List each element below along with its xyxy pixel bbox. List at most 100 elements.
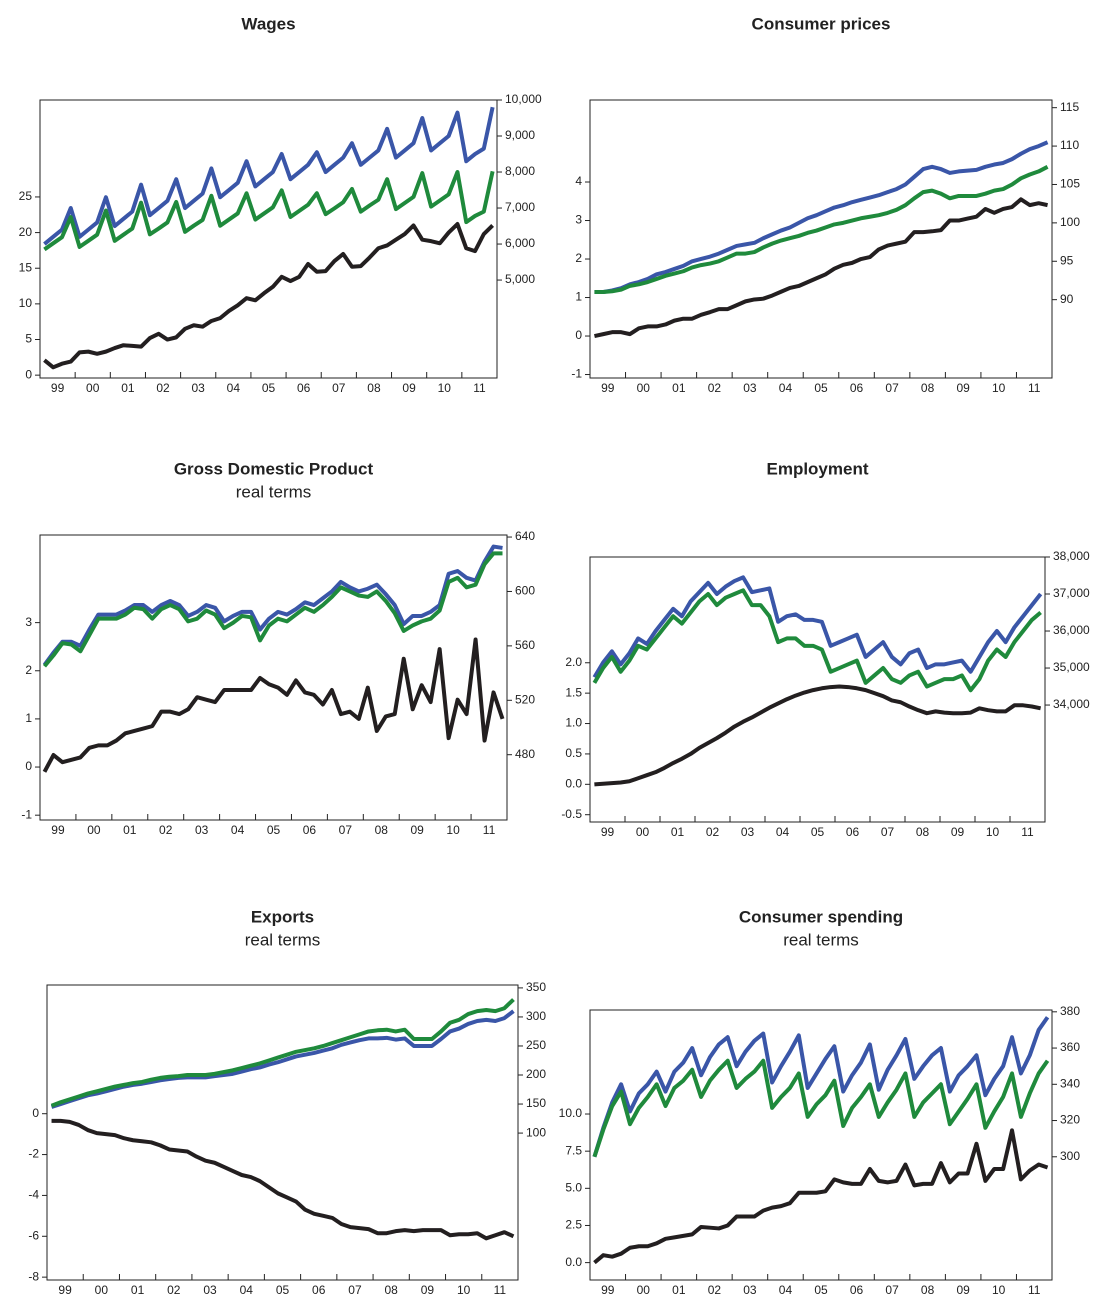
x-tick-label: 02 bbox=[167, 1283, 181, 1297]
x-tick-label: 00 bbox=[636, 825, 650, 839]
y-tick-label: -0.5 bbox=[561, 807, 582, 821]
x-tick-label: 08 bbox=[367, 381, 381, 395]
y-tick-label: 25 bbox=[19, 189, 33, 203]
x-tick-label: 01 bbox=[672, 1283, 686, 1297]
y2-tick-label: 340 bbox=[1060, 1076, 1080, 1090]
series-line bbox=[592, 588, 1042, 693]
x-tick-label: 08 bbox=[385, 1283, 399, 1297]
y-tick-label: 0.0 bbox=[565, 776, 582, 790]
y2-tick-label: 36,000 bbox=[1053, 623, 1090, 637]
y2-tick-label: 35,000 bbox=[1053, 660, 1090, 674]
y2-tick-label: 105 bbox=[1060, 177, 1080, 191]
chart-panel: Consumer prices-101234909510010511011599… bbox=[571, 14, 1080, 395]
chart-subtitle: real terms bbox=[236, 482, 312, 501]
y2-tick-label: 7,000 bbox=[505, 200, 535, 214]
x-tick-label: 05 bbox=[814, 381, 828, 395]
y2-tick-label: 9,000 bbox=[505, 128, 535, 142]
x-tick-label: 07 bbox=[885, 1283, 899, 1297]
x-tick-label: 09 bbox=[951, 825, 965, 839]
y2-tick-label: 320 bbox=[1060, 1113, 1080, 1127]
x-tick-label: 01 bbox=[671, 825, 685, 839]
series-line bbox=[50, 998, 515, 1108]
y-tick-label: -1 bbox=[21, 807, 32, 821]
x-tick-label: 04 bbox=[776, 825, 790, 839]
x-tick-label: 03 bbox=[741, 825, 755, 839]
x-tick-label: 05 bbox=[276, 1283, 290, 1297]
y-tick-label: 1 bbox=[25, 711, 32, 725]
x-tick-label: 10 bbox=[457, 1283, 471, 1297]
x-tick-label: 99 bbox=[51, 381, 65, 395]
x-tick-label: 02 bbox=[708, 381, 722, 395]
series-line bbox=[594, 197, 1048, 338]
chart-title: Gross Domestic Product bbox=[174, 459, 374, 478]
y-tick-label: 0.5 bbox=[565, 746, 582, 760]
x-tick-label: 10 bbox=[986, 825, 1000, 839]
y-tick-label: -4 bbox=[28, 1188, 39, 1202]
series-line bbox=[42, 551, 503, 668]
x-tick-label: 08 bbox=[375, 823, 389, 837]
x-tick-label: 04 bbox=[240, 1283, 254, 1297]
x-tick-label: 06 bbox=[297, 381, 311, 395]
plot-frame bbox=[589, 1009, 1053, 1281]
plot-frame bbox=[589, 99, 1053, 379]
x-tick-label: 08 bbox=[921, 381, 935, 395]
y-tick-label: 0 bbox=[32, 1106, 39, 1120]
y-tick-label: 0 bbox=[25, 759, 32, 773]
y-tick-label: 5.0 bbox=[565, 1180, 582, 1194]
x-tick-label: 07 bbox=[881, 825, 895, 839]
x-tick-label: 00 bbox=[637, 1283, 651, 1297]
x-tick-label: 02 bbox=[159, 823, 173, 837]
y-tick-label: 1 bbox=[575, 290, 582, 304]
x-tick-label: 01 bbox=[131, 1283, 145, 1297]
series-line bbox=[594, 140, 1049, 294]
series-line bbox=[43, 106, 495, 246]
y-tick-label: -2 bbox=[28, 1147, 39, 1161]
x-tick-label: 07 bbox=[348, 1283, 362, 1297]
x-tick-label: 09 bbox=[421, 1283, 435, 1297]
x-tick-label: 99 bbox=[58, 1283, 72, 1297]
x-tick-label: 04 bbox=[779, 381, 793, 395]
y-tick-label: 0.0 bbox=[565, 1255, 582, 1269]
y-tick-label: -8 bbox=[28, 1269, 39, 1283]
x-tick-label: 01 bbox=[123, 823, 137, 837]
x-tick-label: 07 bbox=[339, 823, 353, 837]
x-tick-label: 04 bbox=[227, 381, 241, 395]
x-tick-label: 02 bbox=[708, 1283, 722, 1297]
x-tick-label: 01 bbox=[672, 381, 686, 395]
y2-tick-label: 300 bbox=[1060, 1149, 1080, 1163]
y2-tick-label: 380 bbox=[1060, 1004, 1080, 1018]
x-tick-label: 01 bbox=[121, 381, 135, 395]
y-tick-label: 5 bbox=[25, 332, 32, 346]
x-tick-label: 99 bbox=[601, 825, 615, 839]
y-tick-label: 2 bbox=[25, 663, 32, 677]
x-tick-label: 06 bbox=[850, 1283, 864, 1297]
x-tick-label: 05 bbox=[811, 825, 825, 839]
x-tick-label: 06 bbox=[303, 823, 317, 837]
series-line bbox=[51, 1118, 515, 1241]
x-tick-label: 11 bbox=[483, 823, 496, 837]
x-tick-label: 99 bbox=[601, 381, 615, 395]
x-tick-label: 03 bbox=[203, 1283, 217, 1297]
chart-panel: Consumer spending real terms 0.0 2.5 5.0 7.5 1… bbox=[559, 907, 1081, 1297]
x-tick-label: 05 bbox=[267, 823, 281, 837]
x-tick-label: 99 bbox=[51, 823, 65, 837]
y-tick-label: 7.5 bbox=[565, 1143, 582, 1157]
y2-tick-label: 150 bbox=[526, 1096, 546, 1110]
x-tick-label: 06 bbox=[850, 381, 864, 395]
y2-tick-label: 640 bbox=[515, 529, 535, 543]
y2-tick-label: 360 bbox=[1060, 1040, 1080, 1054]
y2-tick-label: 100 bbox=[526, 1125, 546, 1139]
y2-tick-label: 115 bbox=[1060, 100, 1079, 114]
plot-frame bbox=[589, 556, 1046, 823]
x-tick-label: 04 bbox=[779, 1283, 793, 1297]
x-tick-label: 11 bbox=[1028, 1283, 1041, 1297]
y2-tick-label: 480 bbox=[515, 747, 535, 761]
series-line bbox=[593, 1128, 1049, 1265]
y2-tick-label: 95 bbox=[1060, 253, 1074, 267]
chart-subtitle: real terms bbox=[245, 930, 321, 949]
chart-panel: Wages05101520255,0006,0007,0008,0009,000… bbox=[19, 14, 542, 395]
x-tick-label: 00 bbox=[637, 381, 651, 395]
y-tick-label: 2.5 bbox=[565, 1218, 582, 1232]
